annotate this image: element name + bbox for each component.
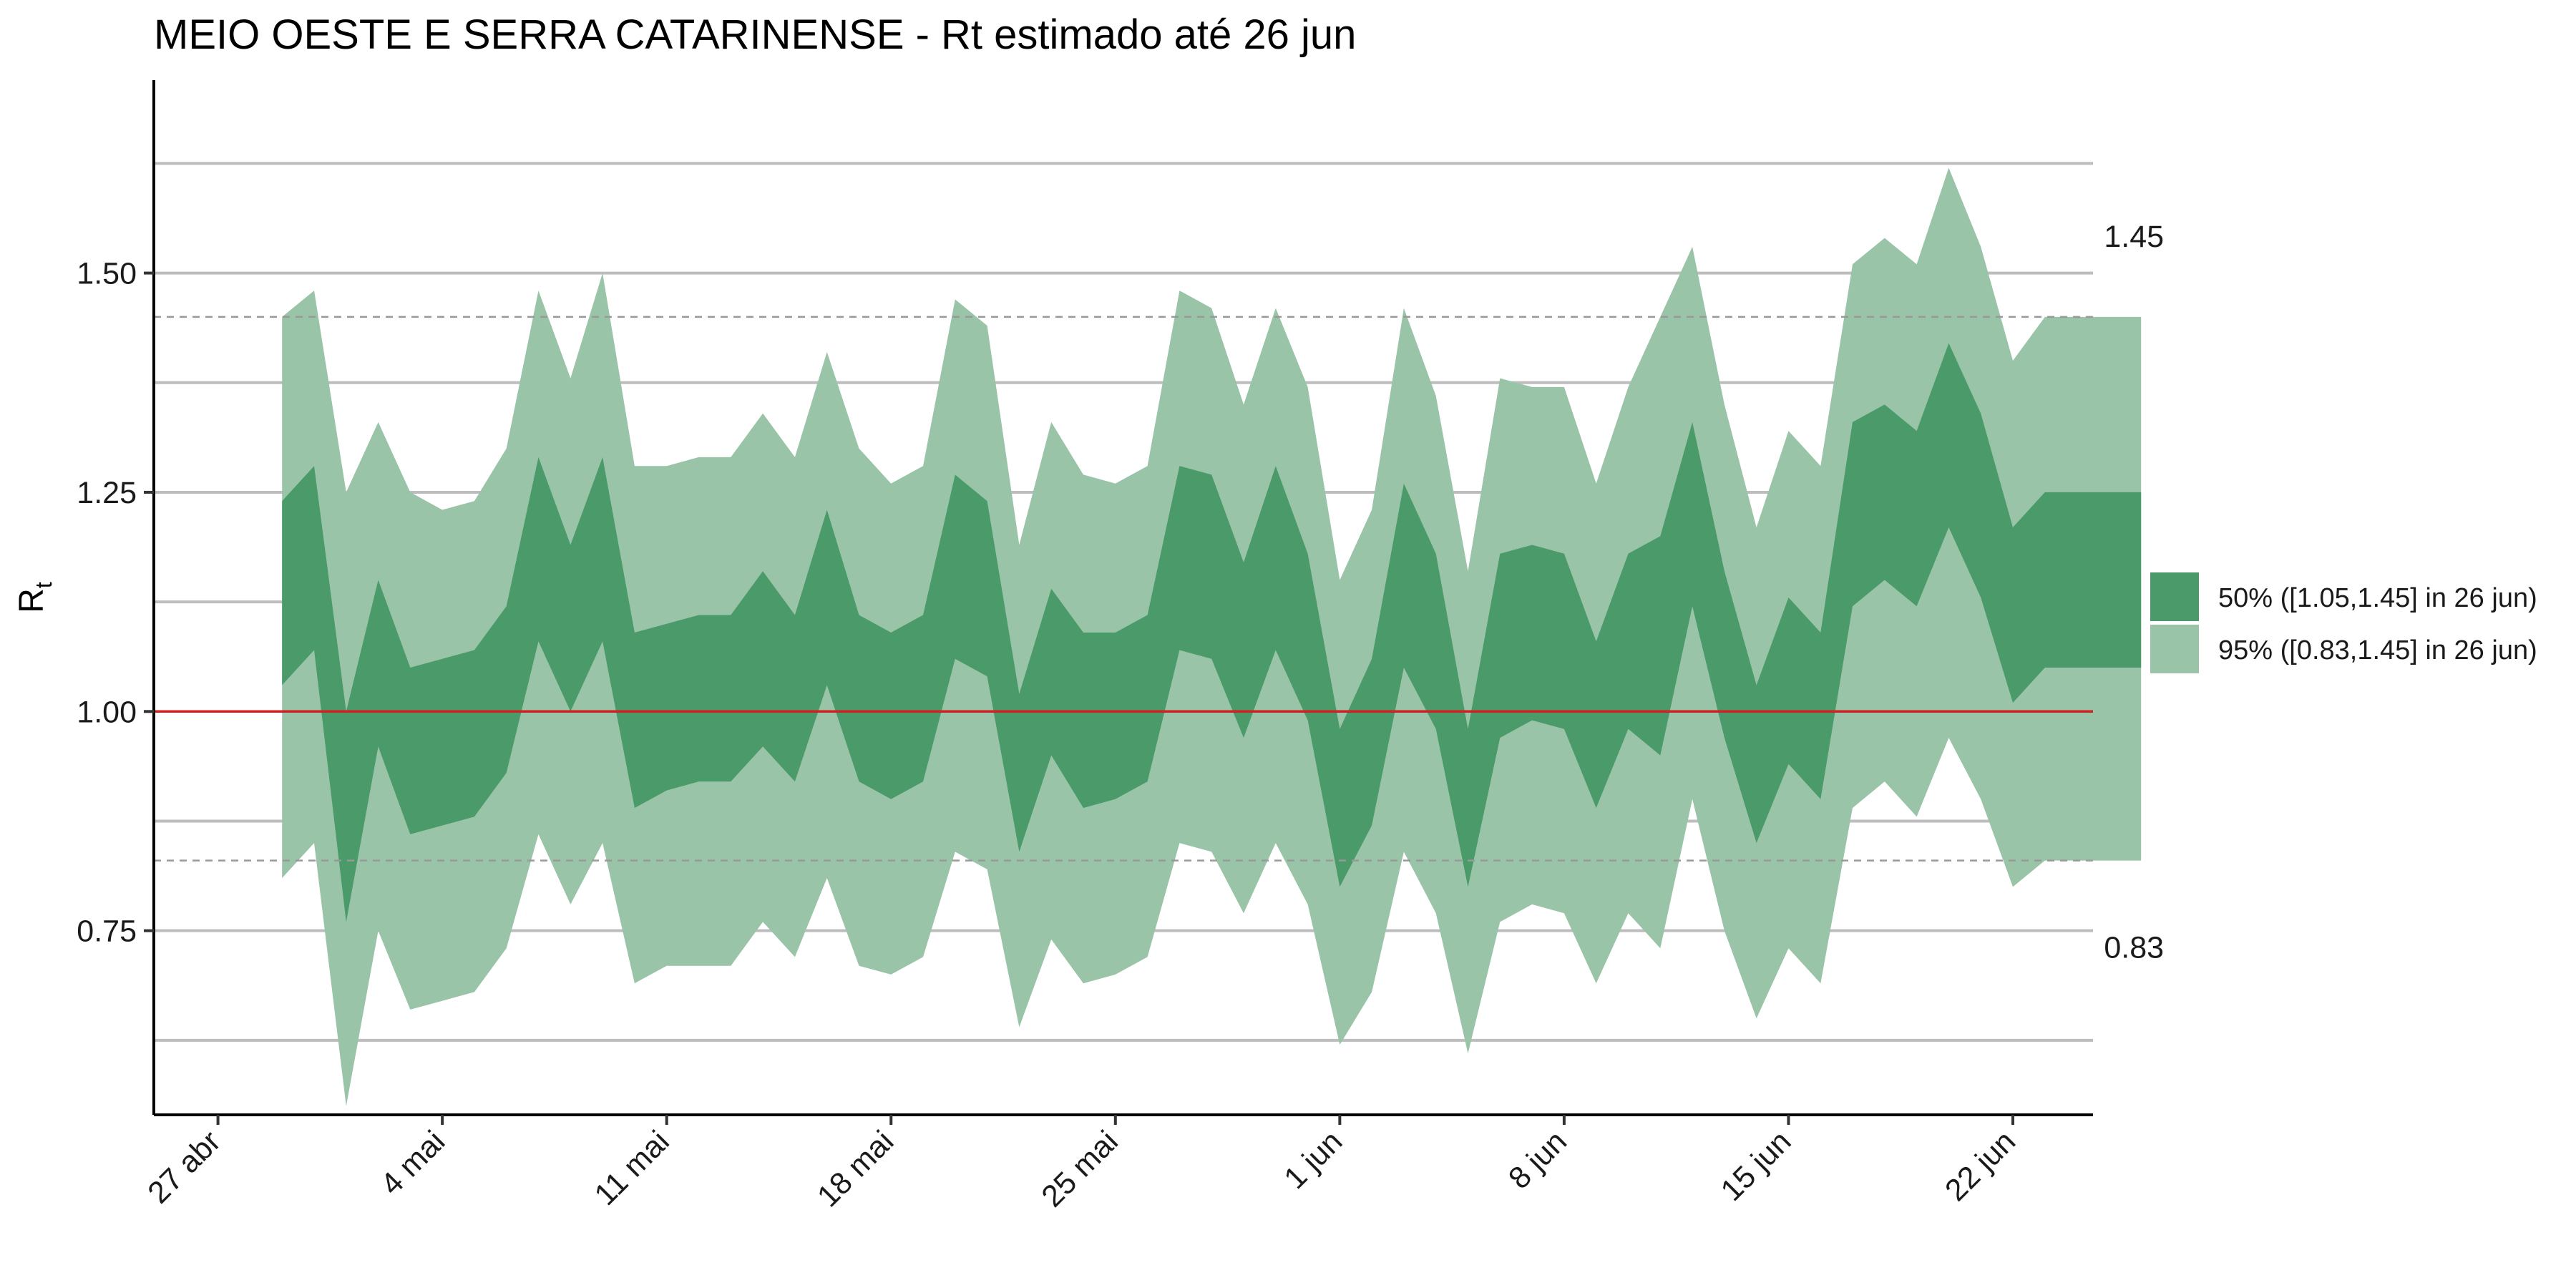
y-axis-label: Rt <box>13 582 57 613</box>
annotations: 1.45 0.83 <box>2104 220 2164 965</box>
x-tick-label: 8 jun <box>1502 1124 1574 1196</box>
ci-50-band <box>282 343 2142 922</box>
y-tick-label: 1.00 <box>77 695 137 729</box>
chart-title: MEIO OESTE E SERRA CATARINENSE - Rt esti… <box>154 11 1356 58</box>
axes <box>152 80 2093 1116</box>
band-annotation-label: 1.45 <box>2104 220 2164 254</box>
y-axis-label-subscript: t <box>31 582 57 588</box>
x-tick-label: 25 mai <box>1035 1124 1125 1214</box>
x-tick-label: 4 mai <box>374 1124 452 1201</box>
band-annotation-label: 0.83 <box>2104 931 2164 965</box>
ci-50-area <box>282 343 2142 922</box>
legend-label: 50% ([1.05,1.45] in 26 jun) <box>2218 583 2537 613</box>
reference-line-group <box>154 316 2093 862</box>
x-axis-ticks: 27 abr 4 mai 11 mai 18 mai 25 mai 1 jun 8 jun 1… <box>141 1115 2022 1214</box>
y-tick-label: 0.75 <box>77 914 137 949</box>
legend: 50% ([1.05,1.45] in 26 jun) 95% ([0.83,1.… <box>2150 572 2537 673</box>
x-tick-label: 27 abr <box>141 1124 227 1210</box>
y-axis-ticks: 0.75 1.00 1.25 1.50 <box>77 257 154 949</box>
y-tick-label: 1.50 <box>77 257 137 291</box>
x-tick-label: 1 jun <box>1278 1124 1350 1196</box>
legend-swatch <box>2150 572 2199 621</box>
y-tick-label: 1.25 <box>77 476 137 510</box>
x-tick-label: 18 mai <box>811 1124 900 1214</box>
y-axis-label-main: R <box>13 588 51 613</box>
legend-swatch <box>2150 625 2199 673</box>
x-tick-label: 22 jun <box>1938 1124 2022 1208</box>
x-tick-label: 11 mai <box>588 1124 676 1212</box>
x-tick-label: 15 jun <box>1714 1124 1798 1208</box>
legend-label: 95% ([0.83,1.45] in 26 jun) <box>2218 635 2537 665</box>
